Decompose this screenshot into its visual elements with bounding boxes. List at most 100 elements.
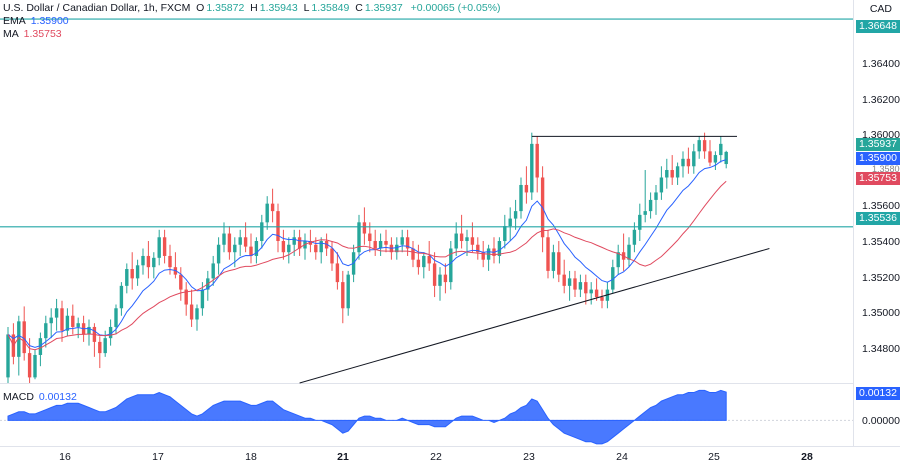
price-tick: 1.36200 bbox=[862, 94, 900, 106]
candle bbox=[152, 252, 156, 279]
candle-body bbox=[432, 263, 437, 286]
ma-legend: MA 1.35753 bbox=[3, 28, 62, 41]
candle-body bbox=[692, 151, 696, 167]
candle bbox=[713, 151, 718, 171]
candle bbox=[287, 237, 291, 264]
support-price-label: 1.35536 bbox=[856, 212, 900, 225]
candle-body bbox=[600, 297, 604, 301]
high-label: H bbox=[250, 2, 258, 14]
candle bbox=[611, 259, 615, 294]
candle-body bbox=[243, 237, 248, 247]
candle-body bbox=[281, 241, 286, 253]
candle-body bbox=[513, 211, 518, 219]
candle bbox=[648, 192, 653, 219]
time-tick: 18 bbox=[245, 451, 257, 463]
candle-body bbox=[670, 170, 674, 178]
macd-price-label: 0.00132 bbox=[856, 387, 900, 400]
candle bbox=[519, 177, 523, 219]
candle-body bbox=[108, 326, 113, 339]
candle bbox=[681, 151, 685, 178]
candle bbox=[254, 237, 259, 264]
candle bbox=[206, 270, 210, 301]
candle bbox=[665, 158, 669, 189]
candle bbox=[308, 229, 313, 253]
candle-body bbox=[497, 241, 502, 256]
candle bbox=[573, 270, 577, 298]
candle-body bbox=[648, 199, 653, 212]
candle bbox=[513, 199, 518, 230]
candle bbox=[535, 136, 539, 193]
candle bbox=[416, 244, 421, 275]
price-tick: 1.36400 bbox=[862, 58, 900, 70]
candle-body bbox=[76, 323, 80, 327]
candle-body bbox=[103, 338, 107, 354]
candle-body bbox=[222, 233, 226, 245]
candle bbox=[162, 229, 167, 264]
candle bbox=[562, 259, 566, 294]
candle bbox=[330, 241, 334, 271]
candle-body bbox=[470, 237, 475, 245]
candle-body bbox=[719, 143, 723, 156]
ma-label: MA bbox=[3, 28, 19, 40]
time-tick: 23 bbox=[523, 451, 535, 463]
candle-body bbox=[659, 177, 664, 193]
candle-body bbox=[697, 140, 701, 152]
symbol-title: U.S. Dollar / Canadian Dollar, 1h, FXCM bbox=[3, 2, 191, 14]
candle bbox=[303, 233, 307, 260]
time-tick: 16 bbox=[59, 451, 71, 463]
candle-body bbox=[665, 170, 669, 178]
candle-body bbox=[335, 263, 340, 283]
candle bbox=[357, 214, 361, 260]
trendline bbox=[299, 248, 770, 384]
candle bbox=[600, 289, 604, 309]
candle-body bbox=[422, 255, 426, 268]
candle-body bbox=[238, 237, 242, 245]
candle bbox=[103, 330, 107, 357]
candle bbox=[627, 237, 631, 268]
candle bbox=[92, 323, 97, 357]
candle-body bbox=[567, 278, 572, 286]
candle bbox=[227, 226, 232, 260]
candle bbox=[384, 229, 388, 253]
price-tick: 1.35400 bbox=[862, 236, 900, 248]
candle-body bbox=[287, 244, 291, 253]
candle-body bbox=[17, 321, 21, 357]
candle-body bbox=[297, 237, 302, 249]
candle-body bbox=[476, 244, 480, 253]
price-tick: 1.34800 bbox=[862, 343, 900, 355]
candle-body bbox=[195, 308, 199, 320]
candle-body bbox=[60, 308, 64, 331]
candle-body bbox=[152, 257, 156, 268]
candle-body bbox=[179, 274, 183, 290]
candle bbox=[373, 229, 377, 256]
macd-tick: 0.00000 bbox=[862, 415, 900, 427]
candle-body bbox=[33, 354, 37, 378]
low-value: 1.35849 bbox=[311, 2, 350, 14]
candle bbox=[638, 203, 642, 242]
candle-body bbox=[524, 184, 529, 193]
close-price-label: 1.35937 bbox=[856, 138, 900, 151]
candle-body bbox=[22, 321, 26, 354]
candle-body bbox=[189, 304, 194, 320]
candle-body bbox=[65, 315, 70, 331]
candle-body bbox=[638, 214, 642, 230]
candle bbox=[319, 237, 323, 264]
ema-label: EMA bbox=[3, 15, 26, 27]
candle bbox=[65, 308, 70, 337]
candle-body bbox=[227, 233, 232, 253]
candle bbox=[60, 300, 64, 342]
candle bbox=[686, 147, 691, 174]
candle-body bbox=[416, 259, 421, 268]
candle-body bbox=[308, 241, 313, 245]
candle-body bbox=[654, 192, 658, 200]
candle-body bbox=[562, 274, 566, 286]
candle bbox=[297, 229, 302, 256]
candle-body bbox=[411, 248, 415, 260]
symbol-legend: U.S. Dollar / Canadian Dollar, 1h, FXCM … bbox=[3, 2, 501, 15]
candle bbox=[108, 319, 113, 346]
candle-body bbox=[49, 317, 53, 324]
candle bbox=[189, 289, 194, 327]
candle bbox=[654, 184, 658, 215]
candle-body bbox=[643, 211, 647, 215]
